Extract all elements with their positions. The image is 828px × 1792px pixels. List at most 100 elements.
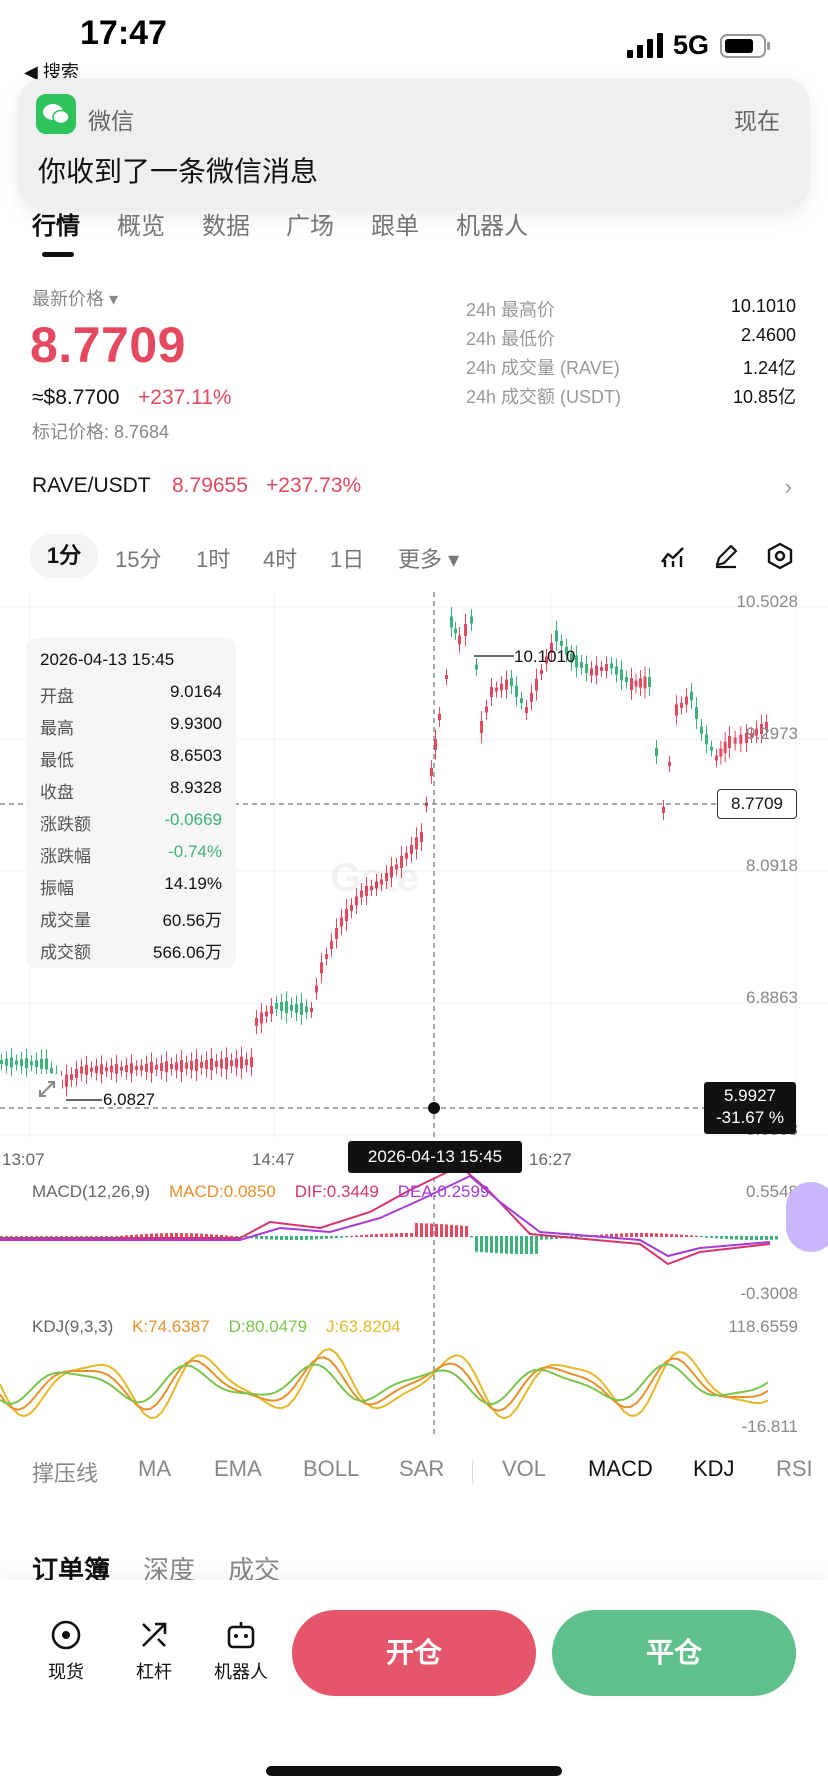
timeframe-1h[interactable]: 1时 <box>196 547 231 572</box>
candle-body <box>185 1062 188 1069</box>
tooltip-value: 60.56万 <box>162 911 222 930</box>
candle-body <box>705 734 708 745</box>
tooltip-time: 2026-04-13 15:45 <box>40 650 175 669</box>
tab-market[interactable]: 行情 <box>32 213 80 240</box>
indicator-tab[interactable]: 撑压线 <box>32 1461 99 1486</box>
candle-body <box>464 624 467 636</box>
timeframe-15m[interactable]: 15分 <box>115 547 162 572</box>
candle-body <box>265 1011 268 1017</box>
candle-body <box>739 734 743 744</box>
candle-body <box>125 1065 128 1072</box>
signal-icon <box>627 33 663 58</box>
candle-body <box>530 692 533 702</box>
kdj-top-tick: 118.6559 <box>728 1317 798 1336</box>
tooltip-value: 9.0164 <box>170 682 222 701</box>
open-position-button[interactable]: 开仓 <box>292 1610 536 1696</box>
macd-bar <box>440 1224 443 1237</box>
candle-body <box>525 707 528 713</box>
timeframe-1d[interactable]: 1日 <box>330 547 365 572</box>
candle-body <box>755 728 758 736</box>
macd-bar <box>710 1236 713 1238</box>
candle-body <box>350 905 353 911</box>
macd-bar <box>310 1236 313 1240</box>
macd-bar <box>10 1236 13 1238</box>
indicator-tab[interactable]: VOL <box>502 1456 547 1481</box>
macd-bar <box>235 1236 238 1238</box>
j-value: J:63.8204 <box>325 1317 401 1336</box>
kline-chart[interactable]: Gate 10.5028 9.2973 8.0918 6.8863 5.6808… <box>0 592 828 1472</box>
wechat-notification[interactable]: 微信 现在 你收到了一条微信消息 <box>18 78 810 210</box>
robot-shortcut[interactable]: 机器人 <box>201 1618 281 1684</box>
indicator-icon[interactable] <box>659 542 687 570</box>
candle-body <box>120 1066 123 1071</box>
macd-bar <box>775 1236 778 1240</box>
indicator-tab[interactable]: MA <box>138 1456 171 1481</box>
candle-body <box>515 685 518 697</box>
tab-copy-trade[interactable]: 跟单 <box>371 213 419 240</box>
tab-data[interactable]: 数据 <box>202 213 250 240</box>
dea-line <box>0 1174 771 1258</box>
candle-body <box>340 917 343 927</box>
macd-bar <box>210 1234 213 1237</box>
assistant-bubble[interactable] <box>786 1182 828 1252</box>
candle-body <box>160 1063 163 1071</box>
macd-bar <box>0 1236 3 1237</box>
macd-bar <box>530 1236 533 1254</box>
candle-body <box>470 616 473 624</box>
back-to-app-link[interactable]: ◀ 搜索 <box>24 62 79 82</box>
macd-bar <box>5 1236 8 1238</box>
candle-body <box>765 722 768 730</box>
candle-body <box>490 687 493 697</box>
macd-bar <box>575 1236 578 1238</box>
macd-bar <box>185 1233 188 1237</box>
macd-bar <box>760 1236 763 1240</box>
notification-message: 你收到了一条微信消息 <box>38 156 319 187</box>
candle-body <box>150 1062 153 1073</box>
candle-body <box>165 1061 168 1073</box>
macd-bar <box>685 1235 688 1237</box>
spot-shortcut[interactable]: 现货 <box>26 1618 106 1684</box>
close-position-button[interactable]: 平仓 <box>552 1610 796 1696</box>
tooltip-label: 成交量 <box>40 911 91 930</box>
candle-body <box>195 1059 198 1072</box>
candle-body <box>245 1059 248 1066</box>
candle-body <box>310 1008 313 1012</box>
timeframe-more[interactable]: 更多 ▾ <box>398 547 460 572</box>
timeframe-1m[interactable]: 1分 <box>30 534 98 578</box>
notification-app-name: 微信 <box>88 108 134 134</box>
indicator-tab[interactable]: BOLL <box>303 1456 360 1481</box>
macd-bar <box>425 1223 428 1237</box>
leverage-shortcut[interactable]: 杠杆 <box>114 1618 194 1684</box>
settings-icon[interactable] <box>766 542 794 570</box>
macd-bar <box>300 1236 303 1240</box>
indicator-tab[interactable]: EMA <box>214 1456 262 1481</box>
last-price-label[interactable]: 最新价格 ▾ <box>32 289 119 309</box>
spot-pair-row[interactable]: RAVE/USDT 8.79655 +237.73% › <box>0 470 828 504</box>
indicator-tab-macd[interactable]: MACD <box>588 1456 653 1481</box>
last-price: 8.7709 <box>30 317 186 373</box>
macd-bar <box>105 1236 108 1238</box>
tab-overview[interactable]: 概览 <box>117 213 165 240</box>
indicator-tab-kdj[interactable]: KDJ <box>693 1456 735 1481</box>
tooltip-value: 8.6503 <box>170 746 222 765</box>
macd-bar <box>170 1233 173 1237</box>
macd-bar <box>745 1236 748 1240</box>
draw-pen-icon[interactable] <box>712 542 740 570</box>
expand-icon[interactable] <box>32 1074 62 1104</box>
kdj-j-line <box>0 1348 769 1420</box>
candle-body <box>360 890 363 898</box>
timeframe-4h[interactable]: 4时 <box>263 547 298 572</box>
macd-bar <box>135 1234 138 1237</box>
macd-name: MACD(12,26,9) <box>32 1182 151 1201</box>
tooltip-label: 最低 <box>40 751 74 770</box>
indicator-tab[interactable]: RSI <box>776 1456 813 1481</box>
macd-bar <box>405 1233 408 1237</box>
tab-bot[interactable]: 机器人 <box>456 213 528 240</box>
candle-body <box>250 1057 253 1067</box>
macd-bar <box>350 1235 353 1237</box>
macd-bar <box>525 1236 528 1254</box>
indicator-tab[interactable]: SAR <box>399 1456 445 1481</box>
macd-bar <box>150 1233 153 1237</box>
y-tick: 6.8863 <box>746 988 798 1007</box>
tab-square[interactable]: 广场 <box>286 213 334 240</box>
